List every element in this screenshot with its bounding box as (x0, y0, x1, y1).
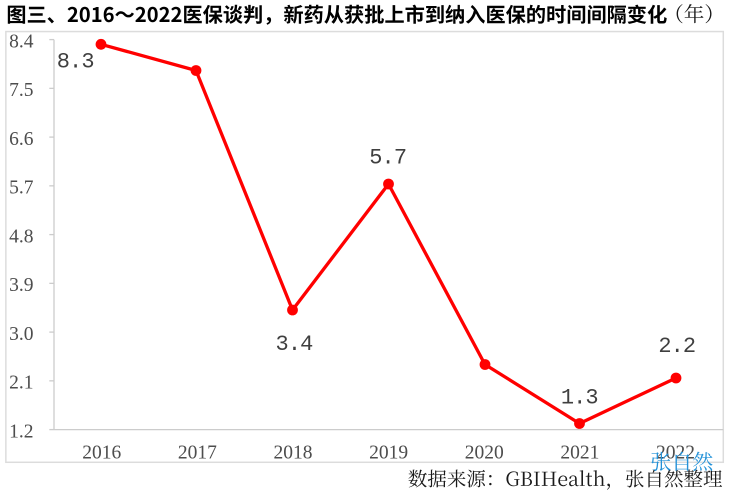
svg-text:6.6: 6.6 (9, 129, 34, 150)
svg-text:8.4: 8.4 (9, 31, 34, 52)
svg-text:2019: 2019 (369, 442, 408, 463)
svg-text:2022: 2022 (656, 442, 695, 463)
svg-text:8.3: 8.3 (57, 49, 94, 74)
svg-text:2017: 2017 (178, 442, 217, 463)
svg-text:2020: 2020 (465, 442, 504, 463)
svg-text:3.0: 3.0 (9, 324, 33, 345)
svg-text:1.2: 1.2 (9, 421, 33, 442)
svg-text:2016: 2016 (82, 442, 121, 463)
svg-text:2021: 2021 (560, 442, 599, 463)
svg-text:5.7: 5.7 (9, 178, 34, 199)
svg-text:5.7: 5.7 (369, 146, 406, 171)
svg-text:4.8: 4.8 (9, 226, 33, 247)
svg-text:2018: 2018 (274, 442, 313, 463)
svg-text:1.3: 1.3 (561, 386, 598, 411)
svg-text:2.1: 2.1 (9, 373, 33, 394)
svg-text:3.4: 3.4 (276, 332, 314, 357)
svg-text:3.9: 3.9 (9, 275, 33, 296)
svg-text:7.5: 7.5 (9, 80, 33, 101)
svg-text:2.2: 2.2 (658, 334, 695, 359)
